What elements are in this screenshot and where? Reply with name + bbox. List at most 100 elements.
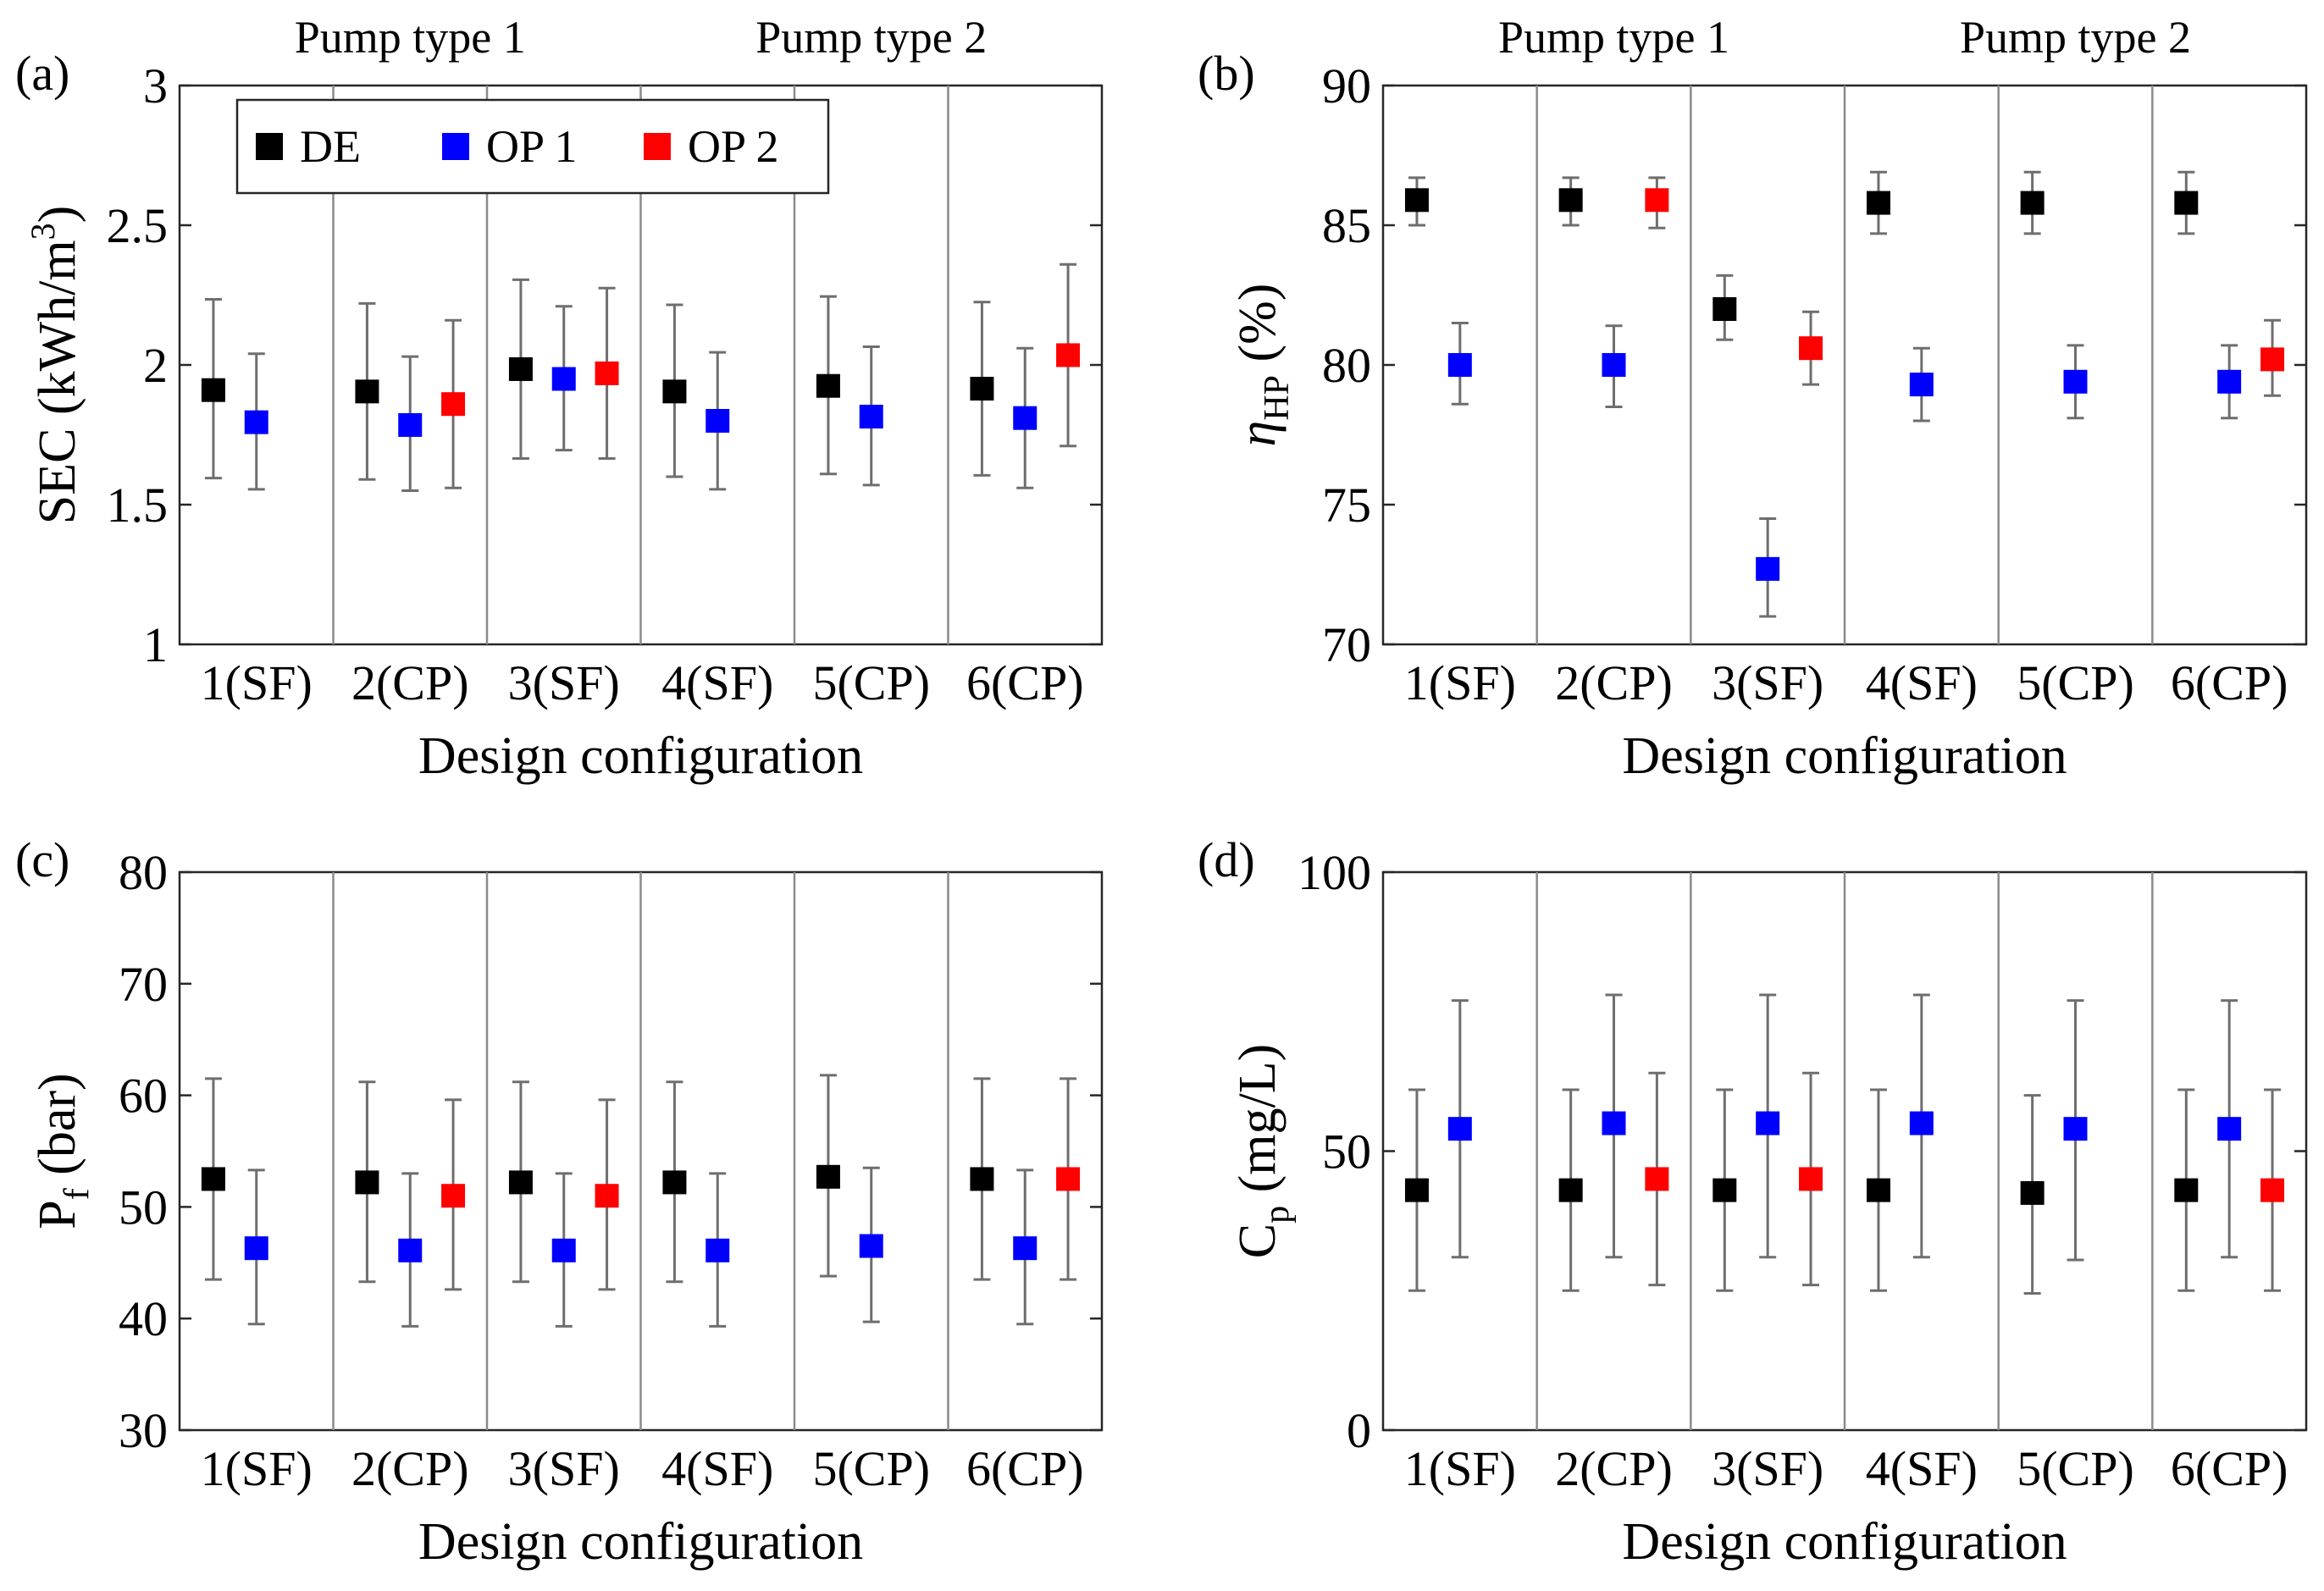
point-de (1404, 188, 1429, 213)
point-op-2 (2260, 1178, 2285, 1202)
point-op-2 (1645, 188, 1669, 213)
panel-d: 0 50 100 1(SF) 2(CP) 3(SF) 4(SF) 5(CP) 6(CP) Desi… (1198, 832, 2308, 1571)
y-tick-label: 100 (1298, 845, 1371, 900)
y-tick-label: 3 (143, 58, 168, 113)
x-tick-label: 1(SF) (1404, 1441, 1516, 1496)
legend-box (235, 98, 830, 195)
x-tick-label: 4(SF) (1866, 655, 1978, 710)
point-op-2 (441, 392, 466, 417)
legend-label-op-2: OP 2 (688, 121, 779, 172)
x-tick-label: 4(SF) (661, 655, 773, 710)
x-tick-label: 1(SF) (1404, 655, 1516, 710)
legend-swatch-op-2 (644, 133, 671, 160)
y-tick-label: 80 (119, 845, 168, 900)
point-op-2 (1645, 1167, 1669, 1191)
point-de (662, 1170, 687, 1195)
point-de (970, 1167, 994, 1191)
point-op-1 (1013, 1236, 1038, 1261)
panel-b: 70 75 80 85 90 1(SF) 2(CP) 3(SF) 4(SF) 5(CP) 6(CP)… (1198, 12, 2308, 785)
point-de (1558, 188, 1583, 213)
point-de (970, 377, 994, 401)
point-op-1 (859, 1234, 883, 1258)
point-de (201, 1167, 225, 1191)
point-op-1 (706, 409, 730, 433)
x-tick-label: 3(SF) (508, 1441, 620, 1496)
x-tick-label: 5(CP) (2017, 1441, 2134, 1496)
legend: DE OP 1 OP 2 (235, 98, 830, 195)
y-tick-label: 85 (1322, 198, 1371, 253)
x-tick-label: 5(CP) (812, 655, 930, 710)
x-tick-label: 2(CP) (1555, 1441, 1673, 1496)
point-op-1 (1756, 556, 1780, 581)
group-label-pump-type-1: Pump type 1 (295, 12, 526, 63)
point-de (1713, 297, 1737, 321)
point-op-1 (1602, 1111, 1626, 1135)
x-tick-label: 5(CP) (2017, 655, 2134, 710)
y-tick-label: 75 (1322, 478, 1371, 533)
point-de (508, 356, 533, 381)
point-op-1 (1756, 1111, 1780, 1135)
y-tick-label: 60 (119, 1069, 168, 1124)
y-tick-label: 50 (119, 1179, 168, 1235)
point-op-2 (1799, 1167, 1823, 1191)
point-op-1 (551, 1238, 576, 1262)
point-op-1 (1013, 406, 1038, 430)
point-op-1 (551, 367, 576, 391)
y-tick-label: 2.5 (107, 198, 169, 253)
point-de (2174, 1178, 2199, 1202)
point-op-1 (1447, 1117, 1472, 1141)
y-tick-label: 50 (1322, 1124, 1371, 1179)
panel-label: (c) (15, 832, 69, 887)
y-tick-label: 2 (143, 338, 168, 393)
y-tick-label: 1.5 (107, 478, 169, 533)
x-tick-label: 6(CP) (2171, 1441, 2288, 1496)
point-op-1 (706, 1238, 730, 1262)
x-tick-label: 3(SF) (1712, 1441, 1823, 1496)
y-tick-label: 30 (119, 1403, 168, 1458)
point-de (355, 1170, 379, 1195)
y-tick-label: 40 (119, 1291, 168, 1346)
point-op-2 (595, 361, 619, 385)
point-op-2 (1056, 1167, 1081, 1191)
y-tick-label: 70 (1322, 617, 1371, 672)
point-de (662, 379, 687, 404)
x-axis-label: Design configuration (1622, 727, 2067, 785)
x-tick-label: 3(SF) (508, 655, 620, 710)
point-de (508, 1170, 533, 1195)
legend-label-de: DE (300, 121, 361, 172)
x-tick-label: 6(CP) (966, 655, 1084, 710)
point-op-1 (1602, 353, 1626, 377)
x-tick-label: 1(SF) (201, 1441, 313, 1496)
group-label-pump-type-2: Pump type 2 (1960, 12, 2191, 63)
x-tick-label: 2(CP) (351, 1441, 469, 1496)
panel-a: 1 1.5 2 2.5 3 1(SF) 2(CP) 3(SF) 4(SF) 5(CP) 6(CP) D… (15, 12, 1104, 785)
point-op-2 (441, 1184, 466, 1208)
point-de (1558, 1178, 1583, 1202)
point-op-1 (244, 1236, 268, 1261)
x-tick-label: 4(SF) (661, 1441, 773, 1496)
point-de (816, 1164, 840, 1189)
panel-c: 30 40 50 60 70 80 1(SF) 2(CP) 3(SF) 4(SF) 5(CP) 6(C… (15, 832, 1104, 1571)
point-op-1 (2063, 369, 2088, 394)
x-tick-label: 2(CP) (1555, 655, 1673, 710)
y-tick-label: 0 (1347, 1403, 1371, 1458)
point-op-1 (398, 1238, 423, 1262)
point-op-2 (595, 1184, 619, 1208)
point-de (201, 378, 225, 402)
point-de (2020, 1180, 2045, 1205)
x-tick-label: 3(SF) (1712, 655, 1823, 710)
y-tick-label: 70 (119, 957, 168, 1012)
legend-swatch-op-1 (442, 133, 469, 160)
x-tick-label: 1(SF) (201, 655, 313, 710)
point-op-2 (2260, 347, 2285, 372)
point-de (1713, 1178, 1737, 1202)
x-tick-label: 2(CP) (351, 655, 469, 710)
point-de (1866, 1178, 1890, 1202)
x-axis-label: Design configuration (1622, 1513, 2067, 1571)
point-op-1 (2217, 369, 2242, 394)
point-op-1 (1909, 1111, 1934, 1135)
point-de (816, 373, 840, 398)
point-op-1 (244, 410, 268, 434)
point-de (355, 379, 379, 404)
